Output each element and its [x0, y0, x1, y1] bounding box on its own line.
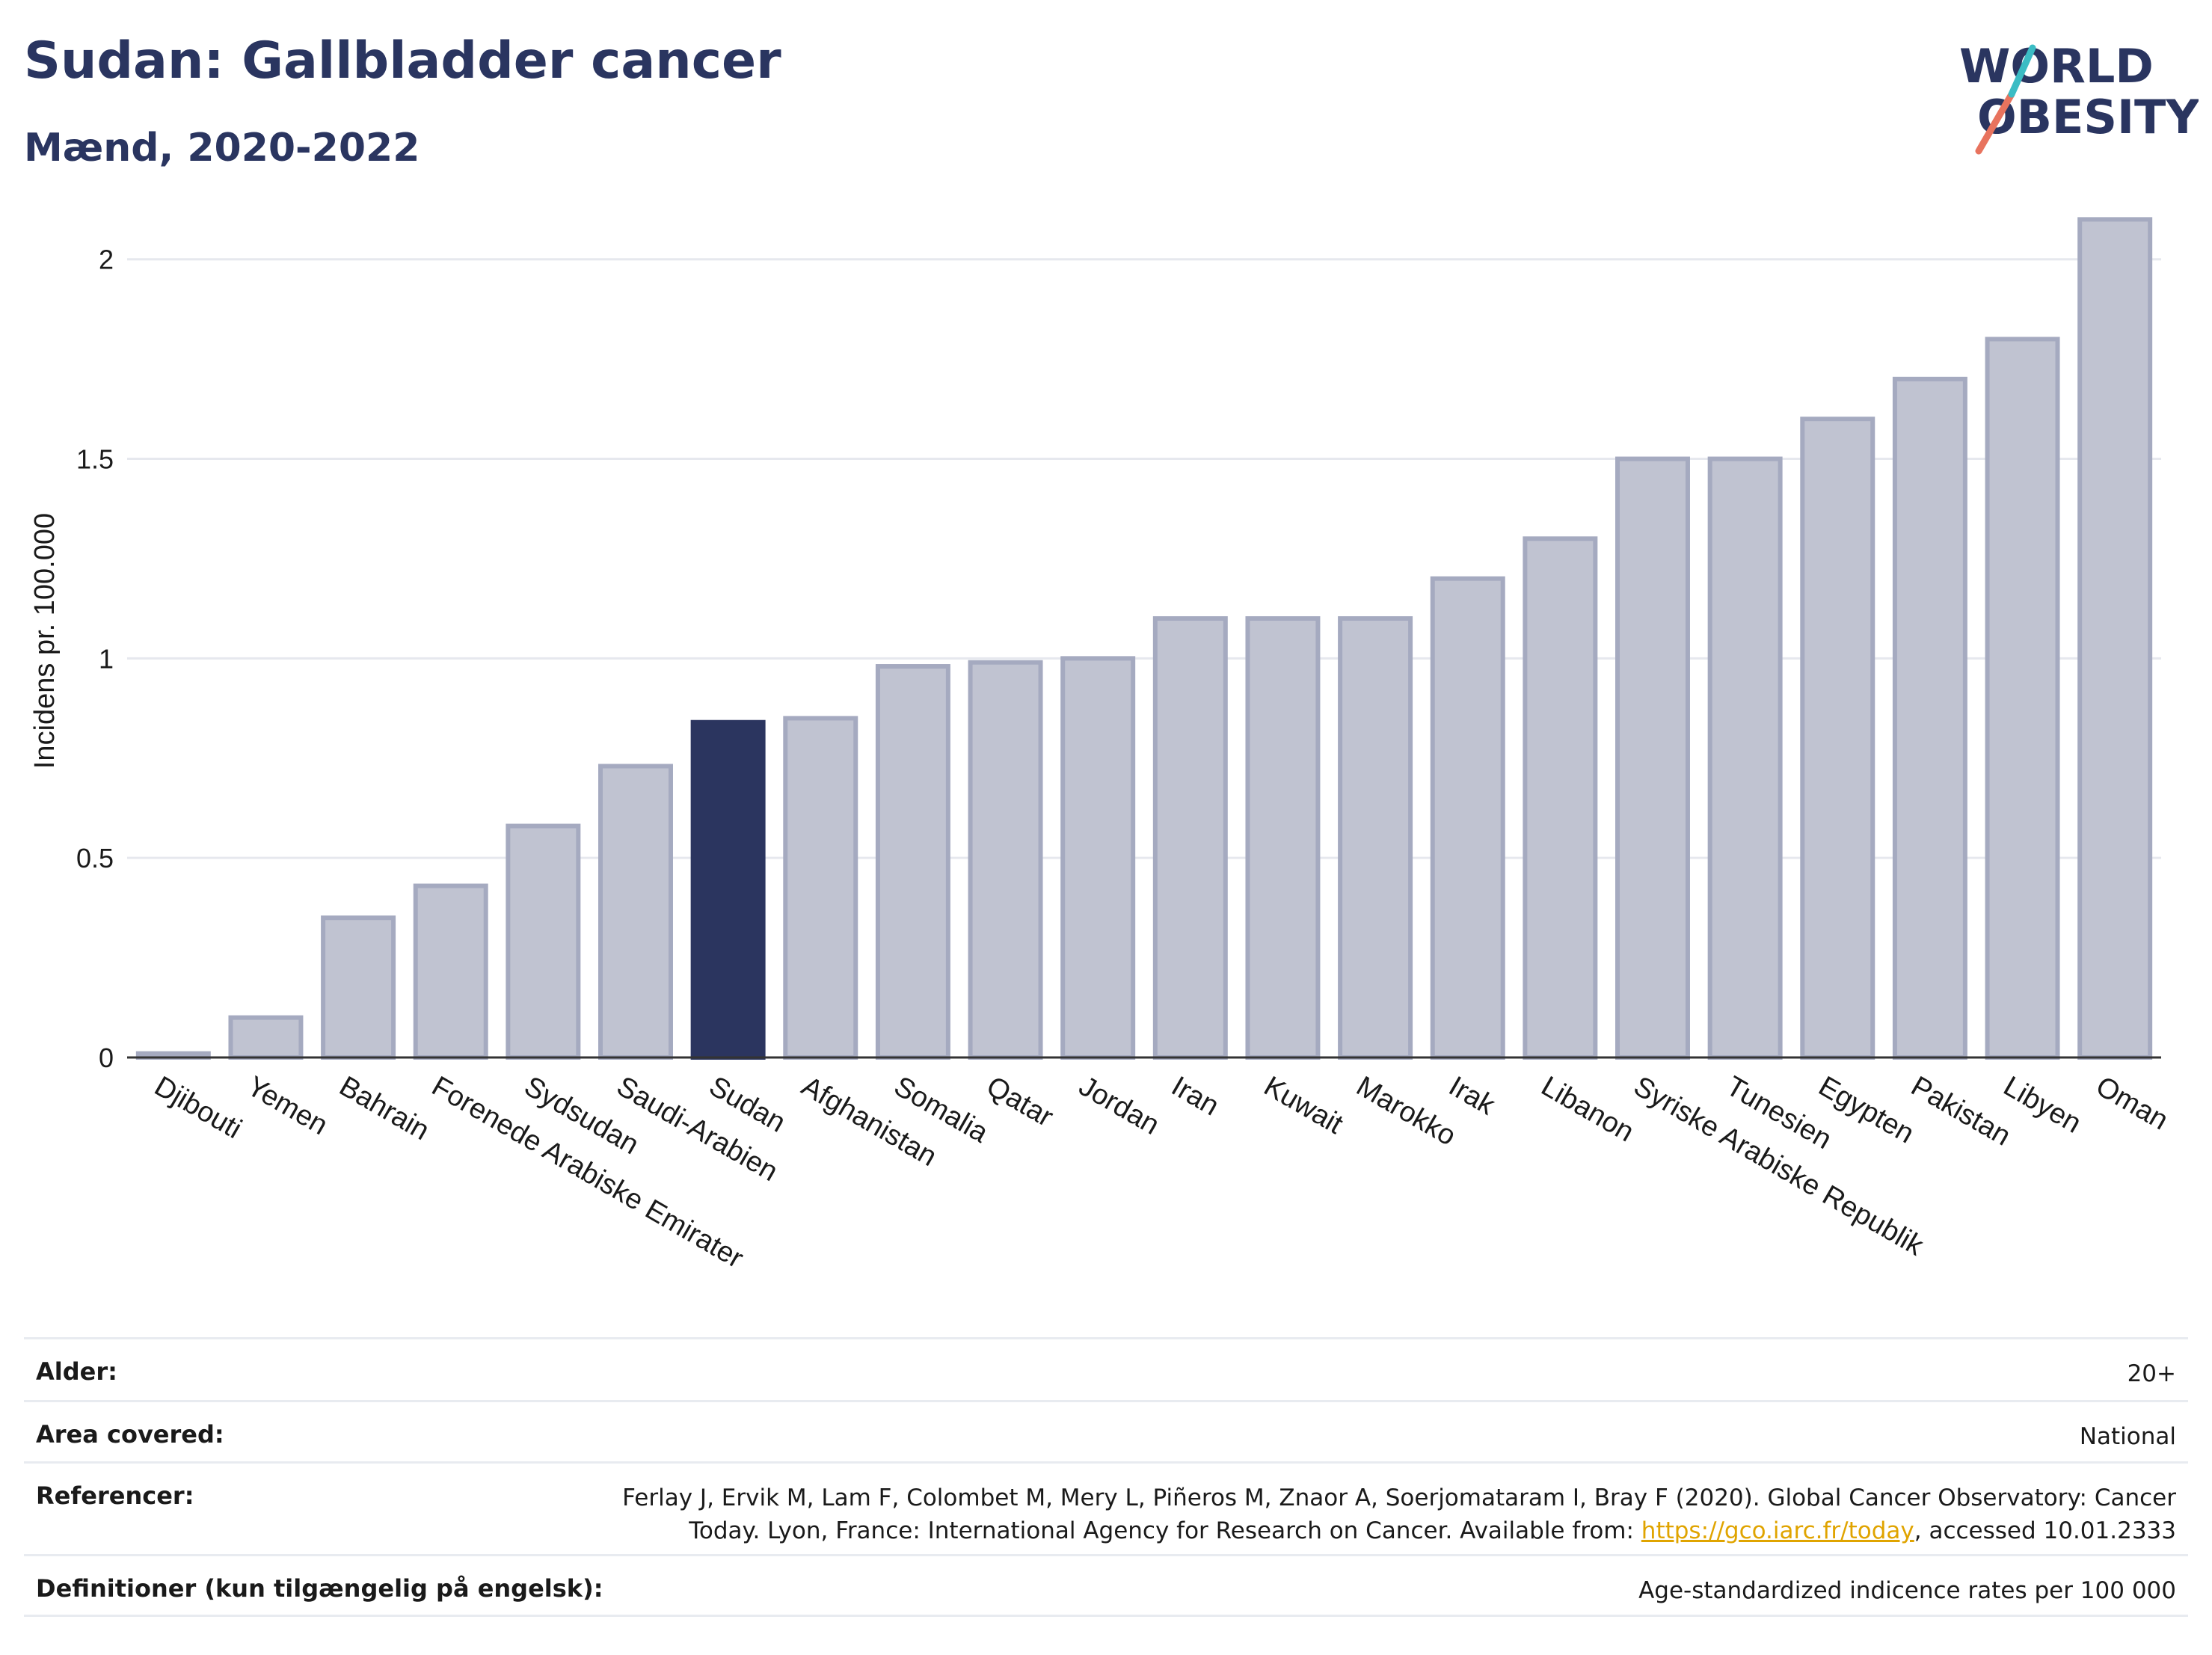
- info-row-age: Alder: 20+: [24, 1337, 2188, 1400]
- bar-layer: [135, 217, 2153, 1060]
- reference-link[interactable]: https://gco.iarc.fr/today: [1641, 1517, 1914, 1545]
- reference-line-1: Ferlay J, Ervik M, Lam F, Colombet M, Me…: [622, 1484, 2176, 1511]
- bar-somalia: [875, 664, 950, 1060]
- x-tick-label: Jordan: [1074, 1070, 1165, 1140]
- chart-subtitle: Mænd, 2020-2022: [24, 126, 420, 171]
- x-tick-label: Yemen: [242, 1070, 333, 1141]
- bar-afghanistan: [783, 716, 858, 1060]
- bar-irak: [1430, 576, 1505, 1060]
- info-value-area: National: [2079, 1423, 2176, 1450]
- y-tick-label: 1: [99, 643, 114, 674]
- logo-text-obesity: OBESITY: [1977, 90, 2199, 144]
- x-tick-label: Oman: [2091, 1070, 2174, 1136]
- reference-line-2-end: , accessed 10.01.2333: [1914, 1517, 2176, 1545]
- bar-sudan: [690, 719, 766, 1060]
- x-tick-label: Iran: [1166, 1070, 1224, 1122]
- bar-forenede-arabiske-emirater: [413, 883, 488, 1060]
- bar-syriske-arabiske-republik: [1615, 456, 1690, 1060]
- bar-sydsudan: [506, 823, 581, 1060]
- y-tick-label: 0: [99, 1043, 114, 1073]
- bar-bahrain: [321, 915, 396, 1060]
- y-tick-label: 2: [99, 245, 114, 275]
- x-tick-label: Kuwait: [1259, 1070, 1348, 1140]
- bar-qatar: [968, 660, 1043, 1060]
- bar-jordan: [1060, 656, 1136, 1060]
- x-tick-label: Bahrain: [334, 1070, 434, 1146]
- info-key-area: Area covered:: [36, 1420, 224, 1449]
- info-value-age: 20+: [2127, 1360, 2176, 1387]
- info-key-definitions: Definitioner (kun tilgængelig på engelsk…: [36, 1574, 603, 1603]
- bar-tunesien: [1707, 456, 1783, 1060]
- bar-oman: [2077, 217, 2153, 1060]
- x-tick-label: Irak: [1443, 1070, 1501, 1122]
- bar-pakistan: [1892, 376, 1967, 1060]
- logo-text-world: WORLD: [1959, 39, 2154, 93]
- logo-slash-teal: [2008, 44, 2036, 98]
- info-key-references: Referencer:: [36, 1481, 194, 1510]
- info-key-age: Alder:: [36, 1357, 117, 1386]
- x-tick-label: Djibouti: [149, 1070, 247, 1145]
- bar-iran: [1152, 616, 1228, 1060]
- chart-title: Sudan: Gallbladder cancer: [24, 31, 781, 90]
- bar-kuwait: [1245, 616, 1321, 1060]
- logo-slash-coral: [1975, 90, 2015, 155]
- info-table: Alder: 20+ Area covered: National Refere…: [24, 1337, 2188, 1617]
- bar-marokko: [1338, 616, 1413, 1060]
- info-row-area: Area covered: National: [24, 1400, 2188, 1461]
- y-axis-label: Incidens pr. 100.000: [29, 513, 61, 769]
- bar-yemen: [228, 1015, 304, 1060]
- x-tick-label: Pakistan: [1905, 1070, 2015, 1152]
- x-tick-label: Marokko: [1351, 1070, 1461, 1152]
- x-tick-label: Qatar: [981, 1070, 1059, 1133]
- bar-saudi-arabien: [598, 764, 673, 1060]
- bar-libanon: [1523, 536, 1598, 1060]
- bar-libyen: [1985, 337, 2060, 1060]
- y-tick-label: 1.5: [76, 444, 114, 475]
- y-tick-label: 0.5: [76, 843, 114, 873]
- info-row-references: Referencer: Ferlay J, Ervik M, Lam F, Co…: [24, 1461, 2188, 1554]
- bar-egypten: [1800, 417, 1875, 1060]
- info-value-definitions: Age-standardized indicence rates per 100…: [1638, 1577, 2176, 1604]
- reference-line-2: Today. Lyon, France: International Agenc…: [689, 1517, 1641, 1545]
- info-row-definitions: Definitioner (kun tilgængelig på engelsk…: [24, 1554, 2188, 1617]
- info-value-references: Ferlay J, Ervik M, Lam F, Colombet M, Me…: [622, 1481, 2176, 1547]
- world-obesity-logo: WORLD OBESITY: [1959, 39, 2199, 155]
- x-tick-label: Libanon: [1536, 1070, 1639, 1148]
